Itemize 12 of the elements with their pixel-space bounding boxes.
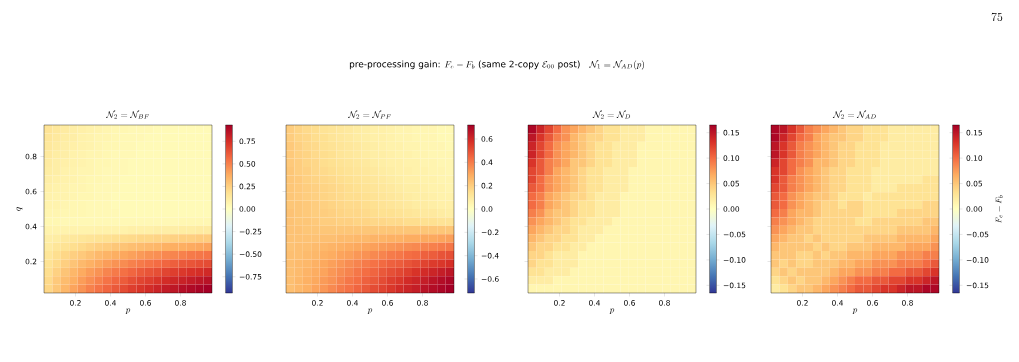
chart-title: $\mathcal{N}_2 = \mathcal{N}_{BF}$ bbox=[106, 110, 149, 119]
color-bar-title: $F_e - F_b$ bbox=[995, 195, 1003, 224]
x-axis-title: $p$ bbox=[125, 308, 131, 315]
x-axis-title: $p$ bbox=[852, 308, 858, 315]
chart-title: $\mathcal{N}_2 = \mathcal{N}_{D}$ bbox=[592, 110, 631, 119]
y-axis-title: $q$ bbox=[16, 207, 23, 211]
text: $\text{pre-processing gain: }F_e - F_b\text{ (same 2-copy }\mathcal{E}_{00}\text{ post)}\quad \mathcal{N}_1 = \mathcal{N}_{AD}(p)$ bbox=[349, 60, 644, 70]
chart-title: $\mathcal{N}_2 = \mathcal{N}_{PF}$ bbox=[348, 110, 391, 119]
x-axis-title: $p$ bbox=[609, 308, 615, 315]
text: $75$ bbox=[991, 12, 1003, 22]
chart-title: $\mathcal{N}_2 = \mathcal{N}_{AD}$ bbox=[832, 110, 876, 119]
x-axis-title: $p$ bbox=[367, 308, 373, 315]
